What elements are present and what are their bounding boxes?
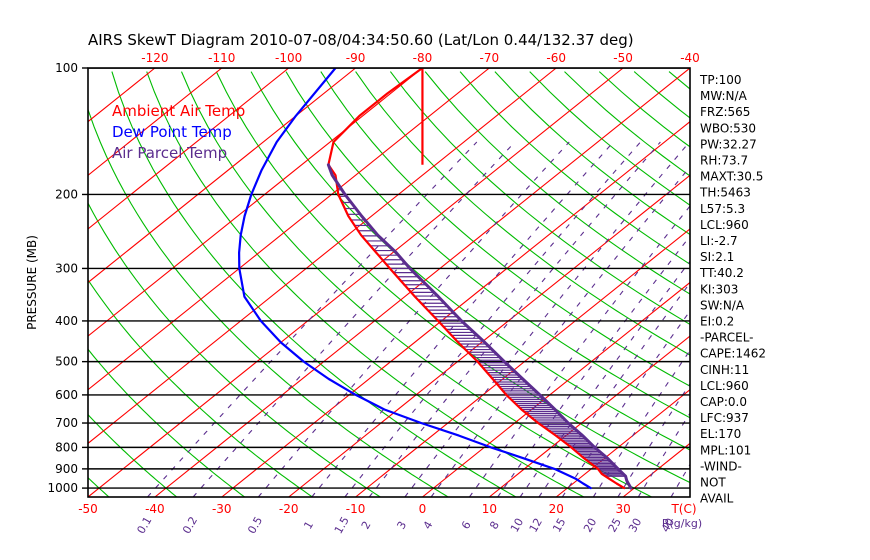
info-panel-row: CAPE:1462 (700, 347, 766, 361)
pressure-tick-label: 400 (55, 314, 78, 328)
info-panel-row: PW:32.27 (700, 137, 757, 151)
top-temp-tick-label: -120 (141, 51, 168, 65)
profile-dewpoint (238, 68, 592, 490)
plot-interior (88, 68, 690, 497)
top-temp-axis: -120 -110 -100 -90 -80 -70 -60 -50 -40 (141, 51, 700, 65)
mixing-ratio-tick-label: 0.1 (134, 514, 154, 536)
info-panel-row: CINH:11 (700, 363, 749, 377)
info-panel-row: LCL:960 (700, 218, 749, 232)
legend-item: Ambient Air Temp (112, 102, 245, 120)
mixing-ratio-tick-label: 2 (359, 519, 374, 532)
info-panel-row: MW:N/A (700, 89, 748, 103)
bottom-temp-axis: -50 -40 -30 -20 -10 0 10 20 30 T(C) (78, 502, 696, 516)
info-panel-row: TT:40.2 (699, 266, 744, 280)
pressure-tick-label: 200 (55, 187, 78, 201)
info-panel: TP:100 MW:N/A FRZ:565 WBO:530 PW:32.27 RH:73.… (699, 73, 766, 506)
pressure-tick-label: 800 (55, 440, 78, 454)
mixing-ratio-tick-label: 30 (626, 516, 644, 535)
mixing-ratio-tick-label: 20 (581, 516, 599, 535)
info-panel-row: TH:5463 (699, 186, 751, 200)
legend-item: Air Parcel Temp (112, 144, 227, 162)
bottom-temp-tick-label: -20 (279, 502, 299, 516)
info-panel-row: MAXT:30.5 (700, 170, 763, 184)
info-panel-row: TP:100 (699, 73, 742, 87)
top-temp-tick-label: -70 (480, 51, 500, 65)
bottom-temp-tick-label: -50 (78, 502, 98, 516)
info-panel-row: LCL:960 (700, 379, 749, 393)
info-panel-row: SW:N/A (700, 298, 745, 312)
bottom-temp-tick-label: 0 (419, 502, 427, 516)
pressure-tick-label: 600 (55, 388, 78, 402)
bottom-temp-tick-label: 20 (549, 502, 564, 516)
info-panel-row: NOT (700, 476, 726, 490)
top-temp-tick-label: -40 (680, 51, 700, 65)
pressure-tick-label: 100 (55, 61, 78, 75)
bottom-temp-tick-label: 30 (615, 502, 630, 516)
pressure-tick-label: 1000 (47, 481, 78, 495)
info-panel-row: RH:73.7 (700, 154, 748, 168)
page-title: AIRS SkewT Diagram 2010-07-08/04:34:50.6… (88, 31, 634, 49)
info-panel-row: LI:-2.7 (700, 234, 738, 248)
pressure-tick-label: 300 (55, 261, 78, 275)
info-panel-row: -PARCEL- (700, 331, 754, 345)
mixing-ratio-tick-label: 10 (508, 516, 526, 535)
top-temp-tick-label: -90 (346, 51, 366, 65)
mixing-ratio-tick-label: 0.5 (245, 514, 265, 536)
info-panel-row: CAP:0.0 (700, 395, 747, 409)
mixing-ratio-tick-label: 15 (550, 516, 568, 535)
mixing-ratio-axis: 0.1 0.2 0.5 1 1.5 2 3 4 6 8 10 12 15 20 25 30 40R(g/kg) (134, 514, 702, 536)
top-temp-tick-label: -100 (275, 51, 302, 65)
mixing-ratio-tick-label: 25 (606, 516, 624, 535)
pressure-tick-label: 700 (55, 416, 78, 430)
mixing-ratio-tick-label: 6 (459, 519, 474, 532)
y-axis-title: PRESSURE (MB) (25, 235, 39, 330)
top-temp-tick-label: -110 (208, 51, 235, 65)
pressure-tick-label: 900 (55, 462, 78, 476)
pressure-tick-label: 500 (55, 355, 78, 369)
top-temp-tick-label: -80 (413, 51, 433, 65)
cape-shading (336, 182, 626, 477)
legend: Ambient Air Temp Dew Point Temp Air Parcel… (112, 102, 245, 162)
bottom-temp-tick-label: -40 (145, 502, 165, 516)
legend-item: Dew Point Temp (112, 123, 232, 141)
top-temp-tick-label: -60 (546, 51, 566, 65)
mixing-ratio-tick-label: 1 (301, 519, 316, 532)
mixing-ratio-tick-label: 4 (421, 519, 436, 532)
info-panel-row: FRZ:565 (700, 105, 750, 119)
mixing-ratio-tick-label: 0.2 (180, 514, 200, 536)
info-panel-row: WBO:530 (700, 121, 756, 135)
top-temp-tick-label: -50 (613, 51, 633, 65)
info-panel-row: SI:2.1 (700, 250, 734, 264)
info-panel-row: EI:0.2 (700, 315, 734, 329)
bottom-temp-tick-label: -30 (212, 502, 232, 516)
info-panel-row: AVAIL (700, 492, 734, 506)
info-panel-row: LFC:937 (700, 411, 749, 425)
mixing-ratio-axis-label: R(g/kg) (662, 517, 702, 530)
info-panel-row: MPL:101 (700, 443, 751, 457)
mixing-ratio-lines (147, 141, 690, 497)
info-panel-row: L57:5.3 (700, 202, 745, 216)
plot-frame (87, 67, 691, 498)
pressure-ticks: 100 200 300 400 500 600 700 800 900 1000 (47, 61, 88, 495)
bottom-temp-tick-label: -10 (346, 502, 366, 516)
mixing-ratio-tick-label: 3 (394, 519, 409, 532)
mixing-ratio-tick-label: 40 (659, 516, 677, 535)
mixing-ratio-tick-label: 8 (487, 519, 502, 532)
profile-parcel (326, 163, 633, 490)
isotherms (88, 68, 690, 497)
mixing-ratio-tick-label: 1.5 (332, 514, 352, 536)
info-panel-row: KI:303 (700, 282, 738, 296)
info-panel-row: EL:170 (700, 427, 741, 441)
dry-adiabats (88, 71, 690, 497)
info-panel-row: -WIND- (700, 459, 742, 473)
temperature-axis-label: T(C) (670, 502, 696, 516)
mixing-ratio-tick-label: 12 (527, 516, 545, 535)
bottom-temp-tick-label: 10 (482, 502, 497, 516)
